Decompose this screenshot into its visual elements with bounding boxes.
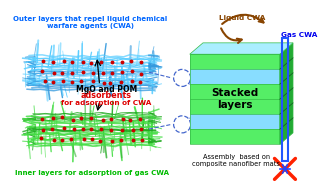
Polygon shape xyxy=(190,43,293,54)
Text: adsorbents: adsorbents xyxy=(81,91,132,100)
Text: Inner layers for adsorption of gas CWA: Inner layers for adsorption of gas CWA xyxy=(15,170,169,176)
Text: MgO and POM: MgO and POM xyxy=(76,85,137,94)
Text: Liquid CWA: Liquid CWA xyxy=(219,15,265,21)
Polygon shape xyxy=(190,129,280,144)
FancyArrowPatch shape xyxy=(221,28,242,43)
Polygon shape xyxy=(190,84,280,99)
FancyArrowPatch shape xyxy=(222,15,263,24)
Text: Assembly  based on
composite nanofiber mats: Assembly based on composite nanofiber ma… xyxy=(192,154,280,167)
Polygon shape xyxy=(190,54,280,69)
Polygon shape xyxy=(190,69,280,84)
Text: for adsorption of CWA: for adsorption of CWA xyxy=(61,100,151,105)
Polygon shape xyxy=(190,114,280,129)
Polygon shape xyxy=(280,43,293,144)
Text: Stacked
layers: Stacked layers xyxy=(211,88,258,110)
Text: Outer layers that repel liquid chemical
warfare agents (CWA): Outer layers that repel liquid chemical … xyxy=(13,16,167,29)
Polygon shape xyxy=(190,99,280,114)
Text: Gas CWA: Gas CWA xyxy=(281,32,317,38)
